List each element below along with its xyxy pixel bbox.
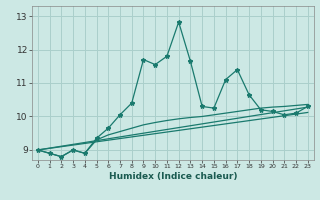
- X-axis label: Humidex (Indice chaleur): Humidex (Indice chaleur): [108, 172, 237, 181]
